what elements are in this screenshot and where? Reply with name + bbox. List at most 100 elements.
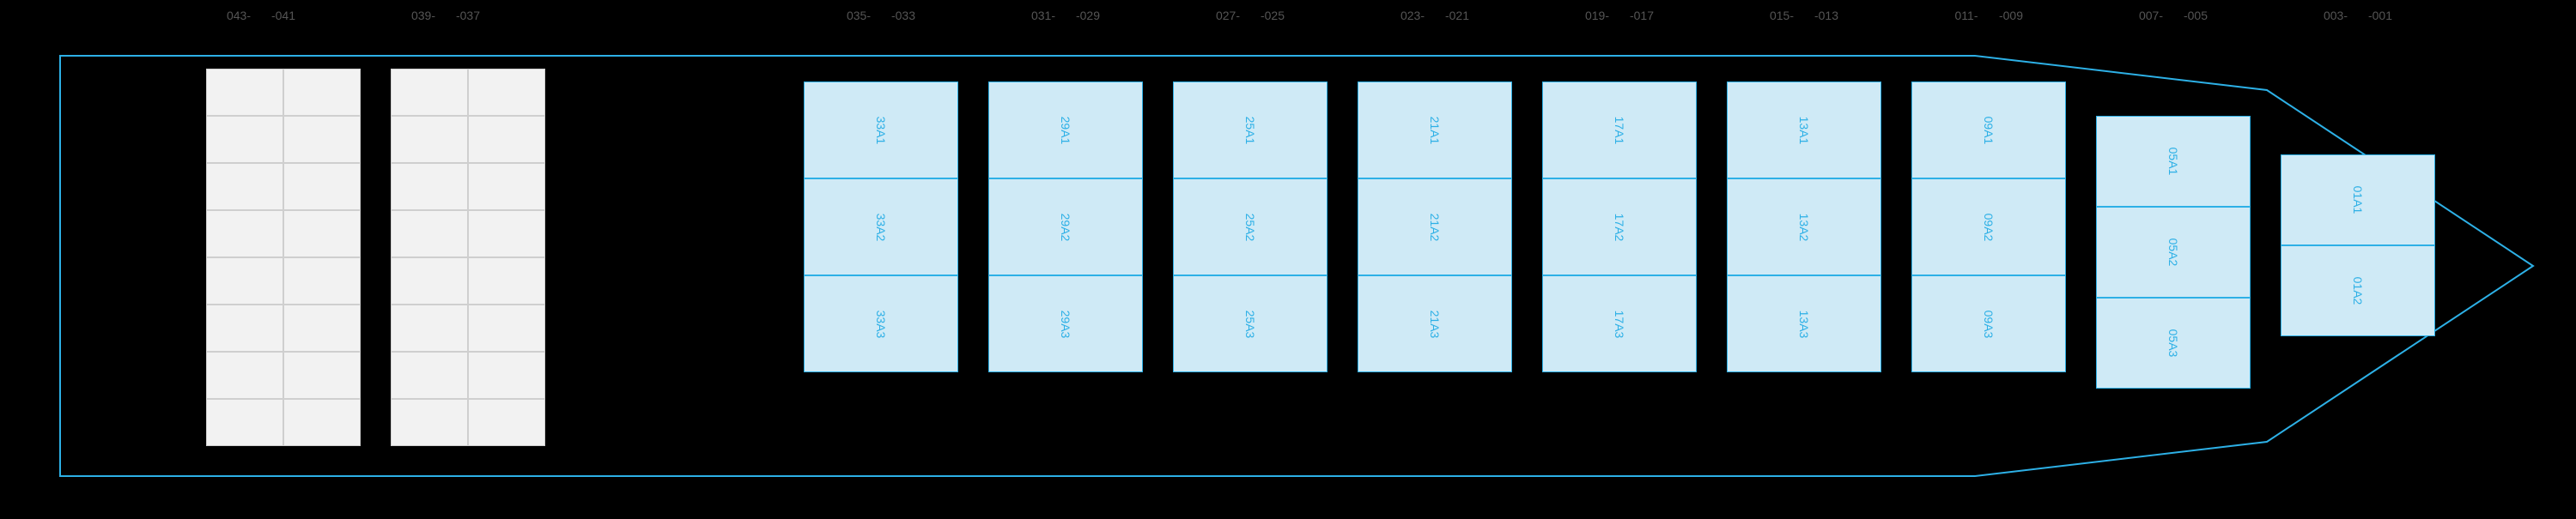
empty-slot xyxy=(468,399,545,446)
empty-slot xyxy=(391,305,468,352)
bay-group-filled: 09A1 09A2 09A3 xyxy=(1911,81,2066,372)
ship-deck-diagram: 043--041039--037035--033031--029027--025… xyxy=(0,0,2576,519)
container-slot[interactable]: 09A3 xyxy=(1911,275,2066,372)
empty-slot xyxy=(206,210,283,257)
container-slot[interactable]: 13A2 xyxy=(1727,178,1881,275)
empty-slot xyxy=(391,116,468,163)
container-slot[interactable]: 09A1 xyxy=(1911,81,2066,178)
container-slot-label: 25A3 xyxy=(1243,310,1257,338)
container-slot[interactable]: 09A2 xyxy=(1911,178,2066,275)
column-header: -013 xyxy=(1801,9,1852,22)
container-slot[interactable]: 05A1 xyxy=(2096,116,2251,207)
container-slot[interactable]: 17A3 xyxy=(1542,275,1697,372)
empty-slot xyxy=(206,305,283,352)
container-slot[interactable]: 33A1 xyxy=(804,81,958,178)
empty-slot xyxy=(206,116,283,163)
container-slot[interactable]: 21A1 xyxy=(1358,81,1512,178)
empty-slot xyxy=(206,352,283,399)
container-slot-label: 17A2 xyxy=(1613,213,1626,241)
empty-slot xyxy=(283,352,361,399)
empty-slot xyxy=(468,163,545,210)
container-slot-label: 33A3 xyxy=(874,310,888,338)
container-slot-label: 01A2 xyxy=(2351,277,2365,305)
container-slot-label: 25A1 xyxy=(1243,116,1257,144)
column-header: 003- xyxy=(2310,9,2361,22)
container-slot[interactable]: 33A2 xyxy=(804,178,958,275)
container-slot[interactable]: 13A3 xyxy=(1727,275,1881,372)
empty-slot xyxy=(391,69,468,116)
container-slot[interactable]: 21A3 xyxy=(1358,275,1512,372)
container-slot-label: 13A1 xyxy=(1797,116,1811,144)
column-header: 035- xyxy=(833,9,884,22)
container-slot-label: 13A2 xyxy=(1797,213,1811,241)
empty-slot xyxy=(391,399,468,446)
empty-slot xyxy=(468,210,545,257)
container-slot-label: 17A1 xyxy=(1613,116,1626,144)
column-header: -021 xyxy=(1431,9,1483,22)
container-slot[interactable]: 01A1 xyxy=(2281,154,2435,245)
empty-slot xyxy=(283,399,361,446)
empty-slot xyxy=(283,116,361,163)
empty-slot xyxy=(391,352,468,399)
container-slot-label: 09A2 xyxy=(1982,213,1996,241)
container-slot[interactable]: 17A1 xyxy=(1542,81,1697,178)
container-slot-label: 21A3 xyxy=(1428,310,1442,338)
container-slot-label: 09A3 xyxy=(1982,310,1996,338)
column-header: 007- xyxy=(2125,9,2177,22)
column-header: 023- xyxy=(1387,9,1438,22)
empty-slot xyxy=(283,210,361,257)
container-slot-label: 33A2 xyxy=(874,213,888,241)
container-slot-label: 05A3 xyxy=(2166,329,2180,358)
container-slot-label: 09A1 xyxy=(1982,116,1996,144)
container-slot[interactable]: 29A2 xyxy=(988,178,1143,275)
container-slot[interactable]: 25A1 xyxy=(1173,81,1327,178)
container-slot-label: 29A2 xyxy=(1059,213,1072,241)
column-header: 011- xyxy=(1941,9,1992,22)
container-slot[interactable]: 25A2 xyxy=(1173,178,1327,275)
container-slot[interactable]: 05A2 xyxy=(2096,207,2251,298)
container-slot-label: 33A1 xyxy=(874,116,888,144)
container-slot[interactable]: 33A3 xyxy=(804,275,958,372)
empty-slot xyxy=(206,69,283,116)
container-slot-label: 21A1 xyxy=(1428,116,1442,144)
column-header: -017 xyxy=(1616,9,1668,22)
container-slot-label: 05A2 xyxy=(2166,238,2180,267)
bay-group-filled: 13A1 13A2 13A3 xyxy=(1727,81,1881,372)
empty-slot xyxy=(206,257,283,305)
bay-group-filled: 21A1 21A2 21A3 xyxy=(1358,81,1512,372)
container-slot-label: 21A2 xyxy=(1428,213,1442,241)
column-header: -005 xyxy=(2170,9,2221,22)
bay-group-filled: 01A1 01A2 xyxy=(2281,154,2435,336)
column-header: -029 xyxy=(1062,9,1114,22)
empty-slot xyxy=(206,163,283,210)
container-slot[interactable]: 25A3 xyxy=(1173,275,1327,372)
column-header: -009 xyxy=(1985,9,2037,22)
column-header: 015- xyxy=(1756,9,1807,22)
container-slot[interactable]: 21A2 xyxy=(1358,178,1512,275)
container-slot-label: 13A3 xyxy=(1797,310,1811,338)
container-slot[interactable]: 29A3 xyxy=(988,275,1143,372)
bay-group-filled: 29A1 29A2 29A3 xyxy=(988,81,1143,372)
container-slot[interactable]: 05A3 xyxy=(2096,298,2251,389)
container-slot-label: 01A1 xyxy=(2351,186,2365,214)
column-header: 043- xyxy=(213,9,264,22)
column-header: -033 xyxy=(878,9,929,22)
container-slot[interactable]: 01A2 xyxy=(2281,245,2435,336)
column-header: -037 xyxy=(442,9,494,22)
container-slot-label: 29A1 xyxy=(1059,116,1072,144)
container-slot-label: 17A3 xyxy=(1613,310,1626,338)
bay-group-empty xyxy=(391,69,545,446)
bay-group-empty xyxy=(206,69,361,446)
column-header: -025 xyxy=(1247,9,1298,22)
container-slot[interactable]: 13A1 xyxy=(1727,81,1881,178)
bay-group-filled: 17A1 17A2 17A3 xyxy=(1542,81,1697,372)
container-slot[interactable]: 17A2 xyxy=(1542,178,1697,275)
container-slot[interactable]: 29A1 xyxy=(988,81,1143,178)
empty-slot xyxy=(468,305,545,352)
empty-slot xyxy=(468,352,545,399)
empty-slot xyxy=(391,210,468,257)
column-header: -041 xyxy=(258,9,309,22)
empty-slot xyxy=(468,69,545,116)
column-header: 019- xyxy=(1571,9,1623,22)
column-header: 031- xyxy=(1018,9,1069,22)
